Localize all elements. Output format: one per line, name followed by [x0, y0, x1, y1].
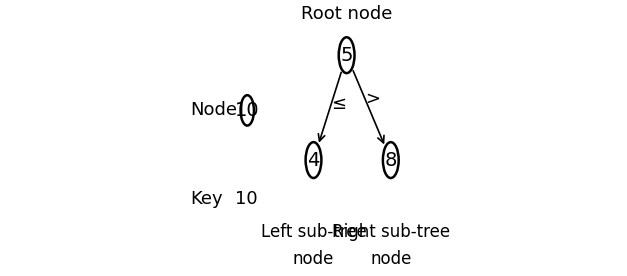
Text: ≤: ≤ [331, 95, 346, 113]
Text: 5: 5 [340, 46, 353, 65]
Ellipse shape [339, 37, 354, 73]
Text: 10: 10 [235, 101, 260, 120]
Text: Left sub-tree
node: Left sub-tree node [261, 224, 366, 268]
Ellipse shape [241, 95, 254, 126]
Text: Key: Key [191, 190, 223, 208]
Text: 8: 8 [384, 151, 397, 169]
Ellipse shape [305, 142, 322, 178]
Text: Node: Node [191, 101, 238, 120]
Text: >: > [365, 90, 380, 108]
Text: 4: 4 [307, 151, 320, 169]
Text: Root node: Root node [301, 5, 393, 23]
Ellipse shape [383, 142, 399, 178]
Text: 10: 10 [234, 190, 257, 208]
Text: Right sub-tree
node: Right sub-tree node [332, 224, 450, 268]
